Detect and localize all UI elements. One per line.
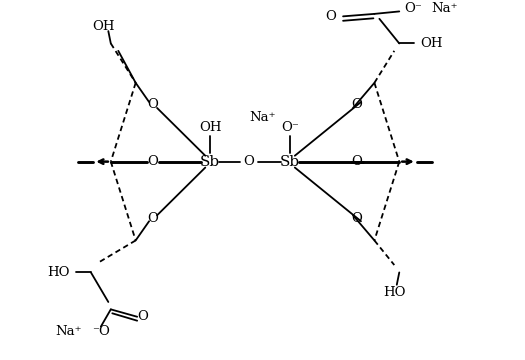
Text: O: O <box>352 212 362 225</box>
Text: O⁻: O⁻ <box>404 3 422 15</box>
Text: O: O <box>325 10 336 23</box>
Text: Na⁺: Na⁺ <box>432 3 458 15</box>
Text: O: O <box>138 310 149 323</box>
Text: HO: HO <box>48 266 70 279</box>
Text: O: O <box>148 155 159 168</box>
Text: HO: HO <box>383 285 405 299</box>
Text: O: O <box>148 99 159 112</box>
Text: Na⁺: Na⁺ <box>55 325 82 338</box>
Text: OH: OH <box>420 37 443 50</box>
Text: OH: OH <box>92 20 114 33</box>
Text: ⁻O: ⁻O <box>92 325 110 338</box>
Text: Sb: Sb <box>280 155 300 168</box>
Text: O: O <box>352 155 362 168</box>
Text: O: O <box>148 212 159 225</box>
Text: Sb: Sb <box>200 155 220 168</box>
Text: O: O <box>352 99 362 112</box>
Text: O: O <box>244 155 255 168</box>
Text: Na⁺: Na⁺ <box>249 111 276 124</box>
Text: OH: OH <box>199 121 222 134</box>
Text: O⁻: O⁻ <box>281 121 299 134</box>
